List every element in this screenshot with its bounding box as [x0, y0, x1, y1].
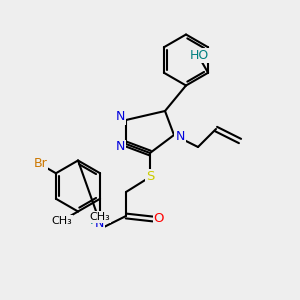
Text: CH₃: CH₃ — [52, 216, 73, 226]
Text: N: N — [94, 217, 104, 230]
Text: O: O — [154, 212, 164, 226]
Text: N: N — [175, 130, 185, 143]
Text: H: H — [90, 214, 99, 227]
Text: N: N — [115, 110, 125, 124]
Text: Br: Br — [33, 157, 47, 170]
Text: N: N — [115, 140, 125, 154]
Text: HO: HO — [190, 50, 209, 62]
Text: S: S — [146, 170, 154, 184]
Text: CH₃: CH₃ — [90, 212, 110, 222]
